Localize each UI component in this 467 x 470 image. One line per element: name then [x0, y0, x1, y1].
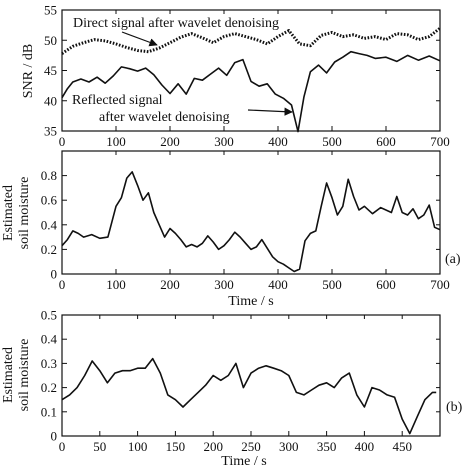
reflected-signal-arrow: [247, 107, 293, 116]
y-tick-label: 0: [51, 429, 58, 444]
x-tick-label: 150: [166, 439, 186, 454]
moisture-b-y-axis-label-line-1: Estimated: [1, 347, 16, 403]
x-tick-label: 50: [93, 439, 106, 454]
x-tick-label: 200: [203, 439, 223, 454]
series-line-dotted: [61, 27, 441, 55]
y-tick-label: 0.2: [41, 242, 57, 257]
moisture-b-x-axis-label: Time / s: [221, 454, 266, 469]
y-tick-label: 0.8: [41, 168, 57, 183]
x-tick-label: 0: [59, 439, 66, 454]
y-tick-label: 45: [44, 63, 57, 78]
direct-signal-arrow: [121, 31, 158, 47]
moisture-b-y-axis-label-line-2: soil moisture: [17, 339, 32, 412]
direct-signal-annotation: Direct signal after wavelet denoising: [73, 16, 279, 31]
x-tick-label: 100: [128, 439, 148, 454]
y-tick-label: 0.2: [41, 380, 57, 395]
x-tick-label: 450: [392, 439, 412, 454]
y-tick-label: 50: [44, 33, 57, 48]
moisture-b-plot-frame: [61, 314, 441, 437]
moisture-a-y-axis-label-line-2: soil moisture: [17, 177, 32, 250]
moisture-a-plot-frame: [61, 150, 441, 275]
x-tick-label: 300: [279, 439, 299, 454]
x-tick-label: 200: [160, 134, 180, 149]
x-tick-label: 350: [317, 439, 337, 454]
x-tick-label: 250: [241, 439, 261, 454]
x-tick-label: 400: [355, 439, 375, 454]
x-tick-label: 300: [214, 134, 234, 149]
snr-panel: 0 100 200 300 400 500 600 700 35 40 45 50 55 SNR / d…: [21, 3, 450, 150]
y-tick-label: 0.1: [41, 404, 57, 419]
snr-y-axis-label: SNR / dB: [21, 44, 36, 98]
x-tick-label: 200: [160, 277, 180, 292]
x-tick-label: 600: [376, 134, 396, 149]
x-tick-label: 100: [106, 277, 126, 292]
y-tick-label: 40: [44, 93, 57, 108]
x-tick-label: 0: [59, 134, 66, 149]
reflected-signal-annotation-line-1: Reflected signal: [72, 93, 163, 108]
y-tick-label: 0.6: [41, 193, 58, 208]
moisture-a-lines: [61, 171, 441, 273]
y-tick-label: 55: [44, 3, 57, 18]
moisture-b-lines: [61, 357, 437, 435]
x-tick-label: 400: [268, 277, 288, 292]
y-tick-label: 0.4: [41, 332, 58, 347]
reflected-signal-annotation-line-2: after wavelet denoising: [99, 110, 230, 125]
moisture-a-y-axis-label-line-1: Estimated: [1, 185, 16, 241]
moisture-a-ticks: 0 100 200 300 400 500 600 700 0 0.2 0.4 0.6 0.8: [41, 151, 450, 292]
panel-label-a: (a): [445, 252, 461, 267]
x-tick-label: 500: [322, 134, 342, 149]
y-tick-label: 0.3: [41, 356, 57, 371]
y-tick-label: 0.4: [41, 217, 58, 232]
x-tick-label: 700: [430, 134, 450, 149]
x-tick-label: 500: [322, 277, 342, 292]
snr-ticks: 0 100 200 300 400 500 600 700 35 40 45 50 55: [44, 3, 450, 150]
panel-label-b: (b): [446, 400, 463, 415]
y-tick-label: 0.5: [41, 308, 57, 323]
x-tick-label: 700: [430, 277, 450, 292]
x-tick-label: 400: [268, 134, 288, 149]
x-tick-label: 0: [59, 277, 66, 292]
x-tick-label: 600: [376, 277, 396, 292]
y-tick-label: 0: [51, 267, 58, 282]
x-tick-label: 300: [214, 277, 234, 292]
moisture-b-ticks: 0 50 100 150 200 250 300 350 400 450 0 0.1 0.2 0.3 0.4…: [41, 308, 440, 454]
series-line-solid: [61, 50, 441, 133]
moisture-panel-a: 0 100 200 300 400 500 600 700 0 0.2 0.4 0.6 0.8 Esti…: [1, 150, 461, 309]
y-tick-label: 35: [44, 124, 57, 139]
moisture-panel-b: 0 50 100 150 200 250 300 350 400 450 0 0.1 0.2 0.3 0.4…: [1, 308, 463, 470]
series-line-solid: [61, 171, 441, 273]
snr-lines: [61, 27, 441, 133]
x-tick-label: 100: [106, 134, 126, 149]
moisture-a-x-axis-label: Time / s: [228, 294, 273, 309]
series-line-solid: [61, 357, 437, 435]
